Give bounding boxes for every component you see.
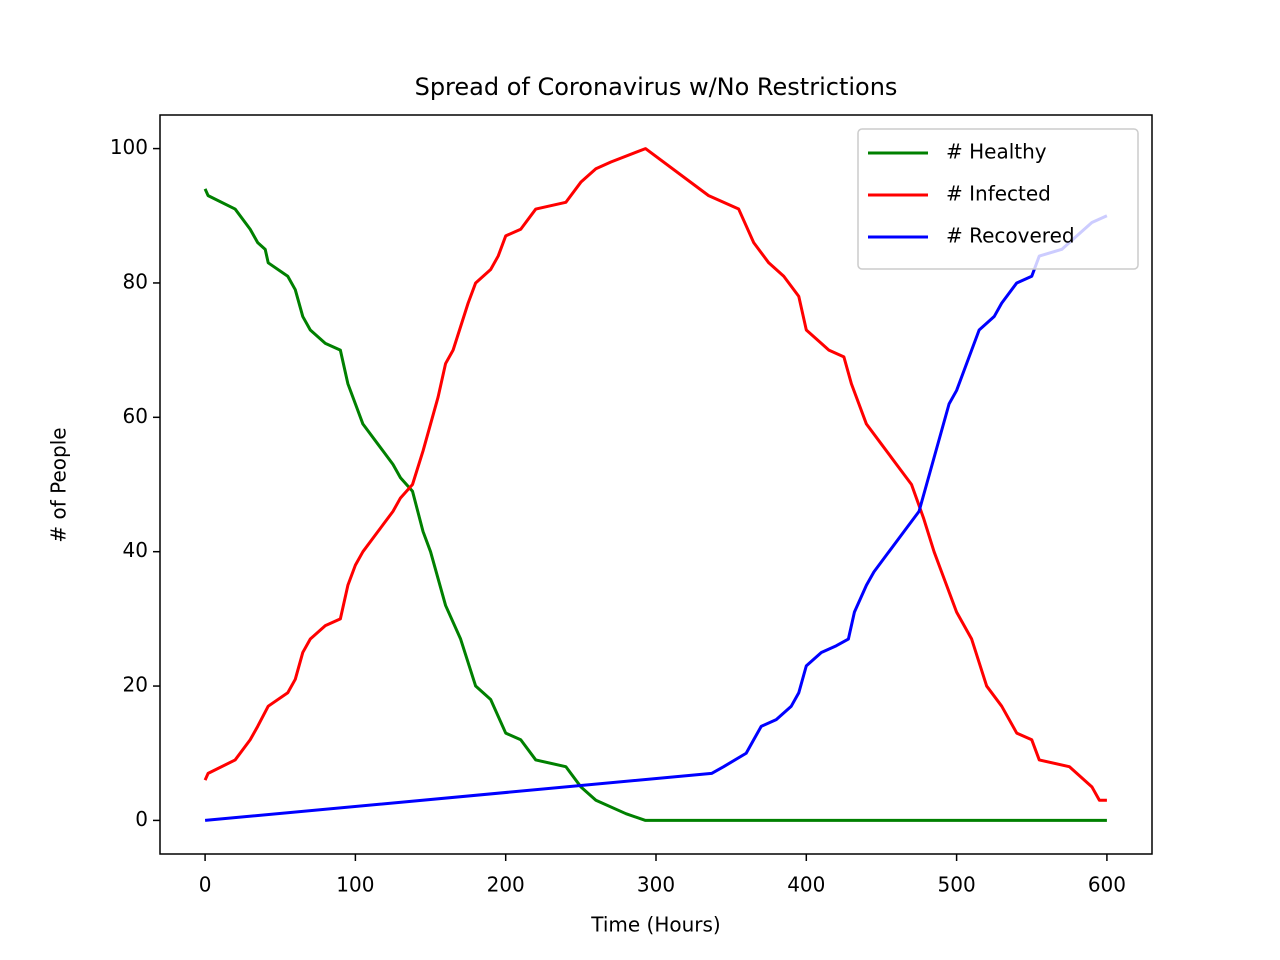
legend-label: # Healthy	[946, 140, 1047, 164]
x-tick-label: 0	[199, 873, 212, 897]
x-tick-label: 600	[1088, 873, 1126, 897]
y-tick-label: 0	[135, 807, 148, 831]
legend-box	[857, 128, 1139, 270]
legend-label: # Infected	[946, 182, 1051, 206]
series-line	[204, 214, 1108, 822]
y-tick-label: 40	[123, 538, 148, 562]
x-axis-label: Time (Hours)	[590, 913, 721, 937]
y-axis-label: # of People	[47, 427, 71, 542]
legend-label: # Recovered	[946, 224, 1075, 248]
y-tick-label: 80	[123, 269, 148, 293]
x-tick-label: 300	[637, 873, 675, 897]
x-tick-label: 100	[336, 873, 374, 897]
y-tick-label: 20	[123, 673, 148, 697]
plot-frame	[159, 114, 1153, 855]
series-line	[203, 188, 1107, 822]
x-tick-label: 200	[487, 873, 525, 897]
y-tick-label: 100	[110, 135, 148, 159]
x-tick-label: 400	[787, 873, 825, 897]
y-tick-label: 60	[123, 404, 148, 428]
chart-title: Spread of Coronavirus w/No Restrictions	[415, 73, 898, 101]
series-line	[203, 147, 1107, 802]
x-tick-label: 500	[938, 873, 976, 897]
